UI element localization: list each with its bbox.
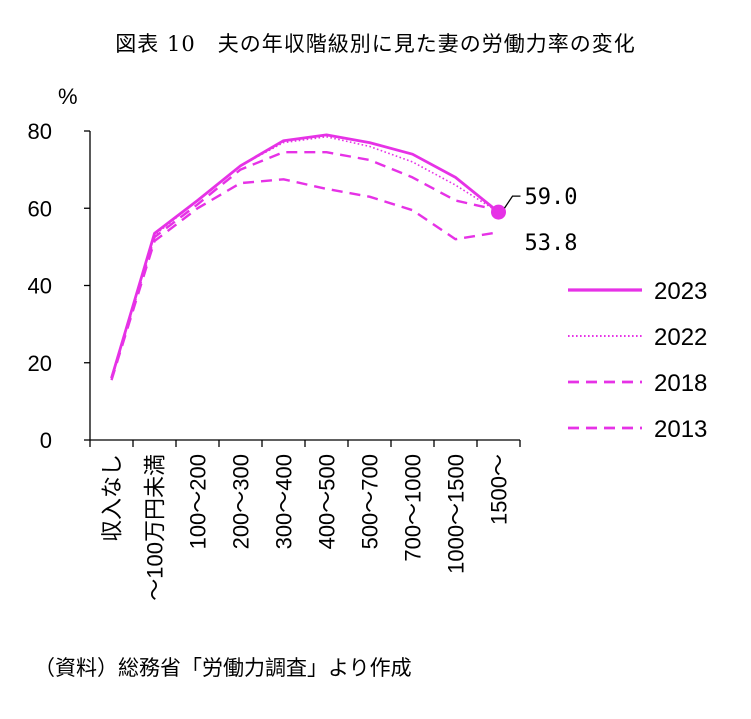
x-tick-label: 1000～1500 [444,454,469,574]
y-tick-label: 60 [28,196,52,221]
x-tick-label: ～100万円未満 [143,454,168,601]
series-line-2023 [110,133,500,379]
annotation-label-2023: 59.0 [525,185,578,210]
y-tick-label: 20 [28,351,52,376]
source-note: （資料）総務省「労働力調査」より作成 [34,656,412,680]
x-tick-label: 200～300 [229,454,254,549]
axes [84,130,521,447]
y-tick-label: 80 [28,119,52,144]
chart-title: 図表 10 夫の年収階級別に見た妻の労働力率の変化 [115,32,636,56]
y-tick-labels: 0 20 40 60 80 [28,119,52,453]
legend-label-2022: 2022 [654,324,707,351]
legend-label-2023: 2023 [654,278,707,305]
x-tick-label: 100～200 [186,454,211,549]
y-tick-label: 40 [28,274,52,299]
x-tick-label: 400～500 [315,454,340,549]
endpoint-marker-2023 [491,204,506,220]
value-annotations: 59.0 53.8 [491,185,577,256]
legend-label-2013: 2013 [654,416,707,443]
x-tick-label: 700～1000 [401,454,426,562]
series-line-2013 [110,178,499,381]
x-tick-label: 500～700 [358,454,383,549]
x-tick-labels: 収入なし ～100万円未満 100～200 200～300 300～400 400～500… [100,454,512,601]
annotation-label-2013: 53.8 [525,231,578,256]
y-axis-unit-label: % [58,84,78,109]
legend: 2023 2022 2018 2013 [568,278,707,443]
annotation-leader-2023 [503,195,521,209]
x-tick-label: 収入なし [100,454,125,542]
series-lines [110,133,500,381]
legend-label-2018: 2018 [654,370,707,397]
series-line-2022 [110,136,499,379]
x-tick-label: 1500～ [487,454,512,525]
x-tick-label: 300～400 [272,454,297,549]
y-tick-label: 0 [40,428,52,453]
series-line-2018 [110,150,499,379]
